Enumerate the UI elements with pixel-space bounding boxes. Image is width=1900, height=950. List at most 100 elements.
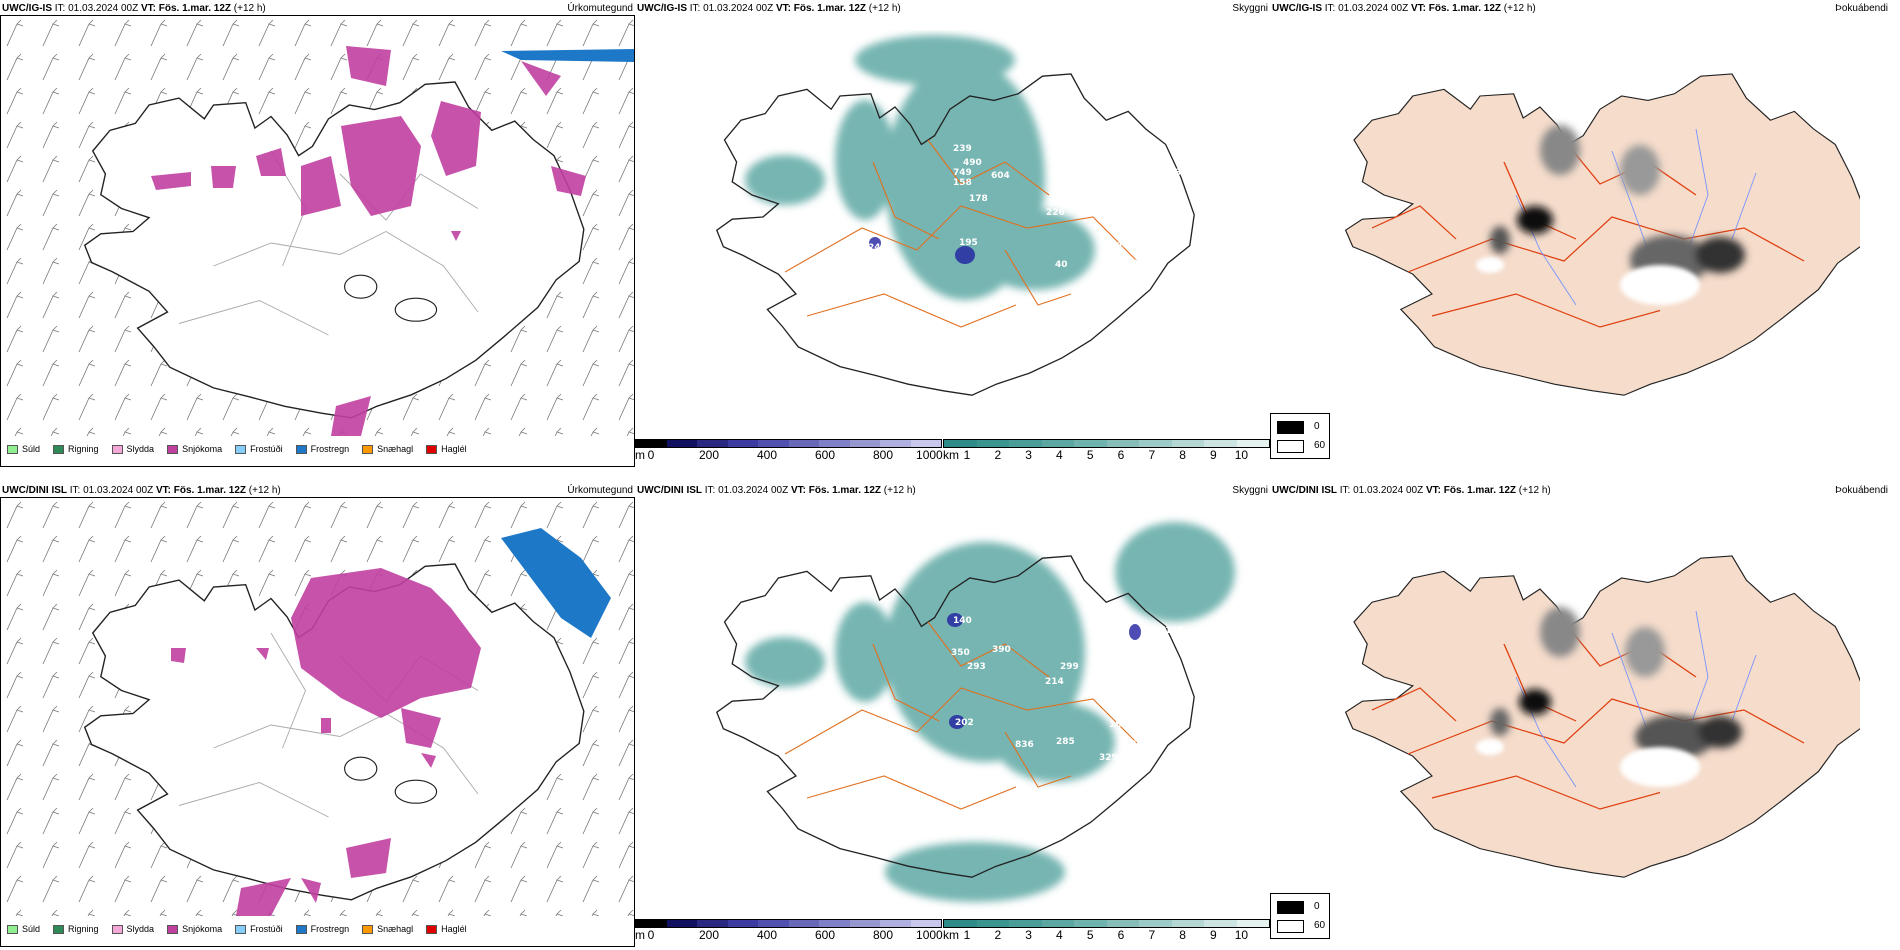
vt-value: Fös. 1.mar. 12Z: [1443, 485, 1517, 496]
cloud-label: 478: [1061, 192, 1080, 202]
tick-label: 7: [1148, 448, 1156, 462]
cloud-label: 350: [951, 648, 970, 658]
tick-label: 600: [814, 928, 836, 942]
tick-label: 1000: [916, 448, 943, 462]
vt-label: VT:: [1425, 485, 1441, 496]
panel-header: UWC/DINI ISL IT: 01.03.2024 00Z VT: Fös.…: [1272, 485, 1551, 496]
legend-label: Súld: [22, 444, 41, 454]
panel-header: UWC/IG-IS IT: 01.03.2024 00Z VT: Fös. 1.…: [637, 3, 901, 14]
fog-legend: 0 60: [1270, 413, 1330, 459]
legend-item: Frostregn: [295, 924, 349, 934]
lead-time: (+12 h): [883, 485, 916, 496]
legend-item: Snjókoma: [167, 924, 222, 934]
cloud-label: 31: [1175, 168, 1188, 178]
legend-label: Súld: [22, 924, 41, 934]
it-value: 01.03.2024 00Z: [703, 3, 774, 14]
visibility-ticks: 1 2 3 4 5 6 7 8 9 10: [963, 448, 1248, 462]
cloud-label: 293: [967, 662, 986, 672]
vt-value: Fös. 1.mar. 12Z: [173, 485, 247, 496]
legend-swatch: [111, 924, 123, 934]
it-value: 01.03.2024 00Z: [83, 485, 154, 496]
tick-label: 5: [1086, 448, 1094, 462]
panel-title: Þokuábendi: [1835, 485, 1888, 496]
tick-label: 1: [963, 448, 971, 462]
legend-label: Snæhagl: [377, 444, 414, 454]
vt-label: VT:: [140, 3, 156, 14]
fog-map: [1344, 73, 1860, 396]
visibility-colorbar: [943, 439, 1270, 448]
legend-item: Snæhagl: [362, 924, 413, 934]
fog-map: [1344, 555, 1860, 878]
cloud-base-colorbar: [635, 919, 942, 928]
vt-label: VT:: [790, 485, 806, 496]
cloud-base-colorbar: [635, 439, 942, 448]
precip-map: [1, 16, 634, 436]
model-name: UWC/IG-IS: [2, 3, 52, 14]
cloud-base-unit: m: [635, 928, 645, 942]
tick-label: 400: [756, 928, 778, 942]
model-name: UWC/DINI ISL: [2, 485, 67, 496]
it-label: IT:: [689, 3, 701, 14]
visibility-unit: km: [943, 928, 959, 942]
legend-label: Frostúði: [250, 444, 283, 454]
precip-map: [1, 498, 634, 916]
frz-rain-area: [501, 528, 611, 638]
visibility-map: 239 490 749 158 604 19 10 31 178 478 226…: [716, 35, 1195, 396]
tick-label: 10: [1234, 928, 1249, 942]
tick-label: 5: [1086, 928, 1094, 942]
cloud-base-ticks: 0 200 400 600 800 1000: [648, 448, 943, 462]
legend-item: Rigning: [53, 444, 99, 454]
legend-swatch: [53, 924, 65, 934]
vt-value: Fös. 1.mar. 12Z: [158, 3, 232, 14]
visibility-unit: km: [943, 448, 959, 462]
cloud-label: 836: [1015, 740, 1034, 750]
legend-item: Frostúði: [235, 924, 283, 934]
tick-label: 800: [872, 448, 894, 462]
legend-swatch: [426, 444, 438, 454]
legend-item: Snjókoma: [167, 444, 222, 454]
legend-item: Slydda: [111, 444, 155, 454]
cloud-label: 390: [992, 645, 1011, 655]
panel-header: UWC/DINI ISL IT: 01.03.2024 00Z VT: Fös.…: [2, 485, 281, 496]
cloud-label: 749: [953, 168, 972, 178]
visibility-panel: UWC/IG-IS IT: 01.03.2024 00Z VT: Fös. 1.…: [635, 0, 1270, 468]
legend-swatch: [295, 444, 307, 454]
it-value: 01.03.2024 00Z: [1338, 3, 1409, 14]
lead-time: (+12 h): [1503, 3, 1536, 14]
snow-areas: [171, 568, 481, 916]
panel-header: UWC/IG-IS IT: 01.03.2024 00Z VT: Fös. 1.…: [1272, 3, 1536, 14]
legend-swatch: [362, 444, 374, 454]
cloud-label: 178: [969, 194, 988, 204]
precip-type-panel: UWC/DINI ISL IT: 01.03.2024 00Z VT: Fös.…: [0, 482, 635, 948]
panel-header: UWC/IG-IS IT: 01.03.2024 00Z VT: Fös. 1.…: [2, 3, 266, 14]
legend-label: Frostregn: [310, 444, 350, 454]
legend-item: Rigning: [53, 924, 99, 934]
tick-label: 7: [1148, 928, 1156, 942]
vt-label: VT:: [1410, 3, 1426, 14]
tick-label: 6: [1117, 928, 1125, 942]
legend-label: Snjókoma: [182, 924, 223, 934]
tick-label: 4: [1056, 928, 1063, 942]
cloud-label: 21: [1111, 241, 1124, 251]
cloud-label: 226: [1046, 208, 1065, 218]
precip-legend: Súld Rigning Slydda Snjókoma Frostúði Fr…: [7, 444, 467, 454]
it-label: IT:: [1339, 485, 1351, 496]
legend-item: Haglél: [426, 924, 467, 934]
legend-swatch: [111, 444, 123, 454]
cloud-label: 158: [953, 178, 972, 188]
cloud-label: 168: [1119, 259, 1138, 269]
snow-areas: [151, 46, 586, 436]
cloud-label: 91: [1143, 626, 1156, 636]
panel-title: Úrkomutegund: [567, 485, 633, 496]
cloud-label: 329: [1099, 753, 1118, 763]
vt-label: VT:: [155, 485, 171, 496]
precip-map-frame: Súld Rigning Slydda Snjókoma Frostúði Fr…: [0, 497, 635, 947]
it-label: IT:: [1324, 3, 1336, 14]
cloud-label: 311: [868, 723, 887, 733]
legend-label: Slydda: [126, 444, 155, 454]
fog-legend-low: 60: [1314, 440, 1326, 451]
cloud-label: 19: [1050, 171, 1063, 181]
cloud-label: 247: [868, 243, 887, 253]
fog-legend-low: 60: [1314, 920, 1326, 931]
tick-label: 9: [1210, 928, 1217, 942]
